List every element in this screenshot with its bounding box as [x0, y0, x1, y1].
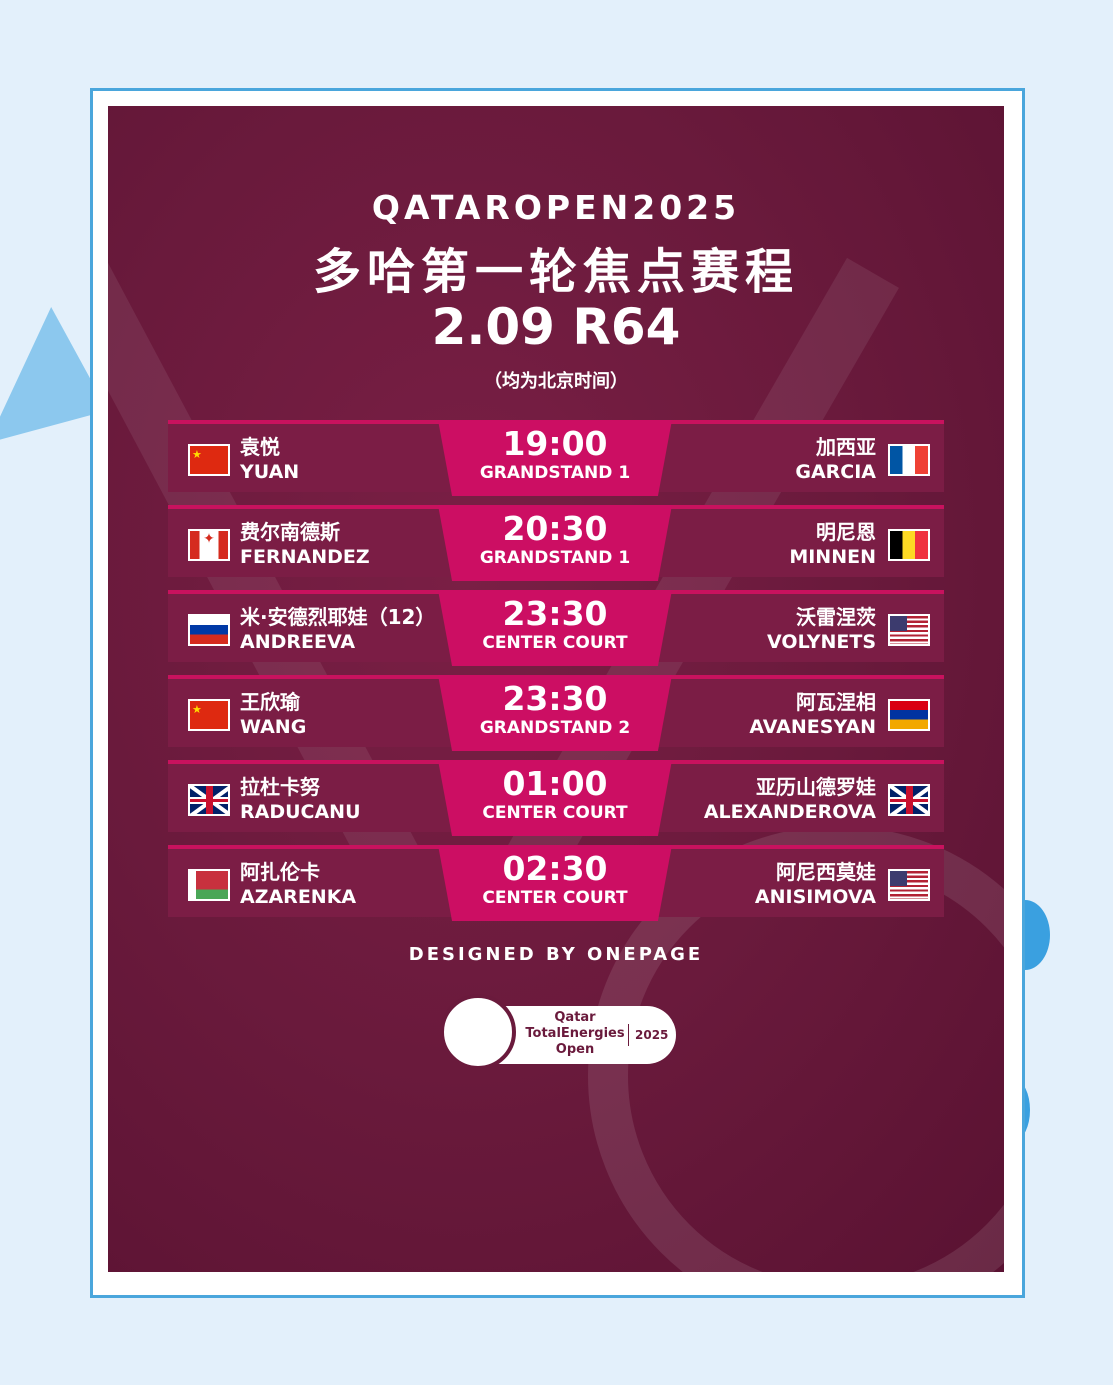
player-name-en: AZARENKA — [240, 886, 357, 908]
title-cn: 多哈第一轮焦点赛程 — [312, 244, 799, 300]
player-name-cn: 袁悦 — [240, 435, 280, 459]
match-time: 23:30 — [502, 594, 608, 633]
right-player: 阿瓦涅相 AVANESYAN — [749, 689, 876, 739]
logo-line3: Open — [555, 1042, 595, 1057]
match-time: 02:30 — [502, 849, 608, 888]
player-name-cn: 阿尼西莫娃 — [776, 860, 876, 884]
match-court: GRANDSTAND 2 — [479, 718, 631, 738]
match-info: 02:30 CENTER COURT — [438, 845, 672, 921]
match-court: CENTER COURT — [482, 888, 628, 908]
match-row: 阿扎伦卡 AZARENKA 02:30 CENTER COURT 阿尼西莫娃 A… — [168, 845, 944, 921]
match-row: 米·安德烈耶娃（12） ANDREEVA 23:30 CENTER COURT … — [168, 590, 944, 666]
armenia-flag-icon — [888, 699, 930, 731]
player-name-cn: 费尔南德斯 — [240, 520, 340, 544]
match-court: CENTER COURT — [482, 633, 628, 653]
player-name-en: ANISIMOVA — [754, 886, 876, 908]
player-name-en: RADUCANU — [240, 801, 361, 823]
right-player: 明尼恩 MINNEN — [789, 519, 876, 569]
right-player: 加西亚 GARCIA — [795, 434, 876, 484]
player-name-en: ANDREEVA — [240, 631, 356, 653]
china-flag-icon: ★ — [188, 699, 230, 731]
player-name-en: WANG — [240, 716, 307, 738]
match-row: ★ 王欣瑜 WANG 23:30 GRANDSTAND 2 阿瓦涅相 AVANE… — [168, 675, 944, 751]
russia-flag-icon — [188, 614, 230, 646]
timezone-note: （均为北京时间） — [484, 371, 628, 392]
title-en: QATAROPEN2025 — [371, 188, 741, 227]
usa-flag-icon — [888, 869, 930, 901]
player-name-en: ALEXANDEROVA — [703, 801, 876, 823]
match-row: ★ 袁悦 YUAN 19:00 GRANDSTAND 1 加西亚 GARCIA — [168, 420, 944, 496]
right-player: 阿尼西莫娃 ANISIMOVA — [755, 859, 876, 909]
match-court: GRANDSTAND 1 — [479, 548, 631, 568]
usa-flag-icon — [888, 614, 930, 646]
left-player: 王欣瑜 WANG — [240, 689, 306, 739]
france-flag-icon — [888, 444, 930, 476]
match-info: 23:30 CENTER COURT — [438, 590, 672, 666]
left-player: 拉杜卡努 RADUCANU — [240, 774, 361, 824]
logo-line1: Qatar — [554, 1010, 596, 1025]
uk-flag-icon — [188, 784, 230, 816]
match-time: 01:00 — [502, 764, 608, 803]
belgium-flag-icon — [888, 529, 930, 561]
match-row: ✦ 费尔南德斯 FERNANDEZ 20:30 GRANDSTAND 1 明尼恩… — [168, 505, 944, 581]
match-time: 20:30 — [502, 509, 608, 548]
player-name-cn: 阿瓦涅相 — [796, 690, 876, 714]
left-player: 阿扎伦卡 AZARENKA — [240, 859, 356, 909]
left-player: 费尔南德斯 FERNANDEZ — [240, 519, 370, 569]
player-name-cn: 沃雷涅茨 — [796, 605, 876, 629]
player-name-en: VOLYNETS — [767, 631, 876, 653]
match-row: 拉杜卡努 RADUCANU 01:00 CENTER COURT 亚历山德罗娃 … — [168, 760, 944, 836]
player-name-en: FERNANDEZ — [240, 546, 370, 568]
tennis-ball-icon — [440, 994, 516, 1070]
player-name-cn: 明尼恩 — [816, 520, 876, 544]
player-name-en: AVANESYAN — [749, 716, 876, 738]
belarus-flag-icon — [188, 869, 230, 901]
right-player: 沃雷涅茨 VOLYNETS — [767, 604, 876, 654]
match-info: 20:30 GRANDSTAND 1 — [438, 505, 672, 581]
match-court: CENTER COURT — [482, 803, 628, 823]
date-round: 2.09 R64 — [431, 298, 681, 356]
tournament-logo: Qatar TotalEnergies Open 2025 — [440, 994, 676, 1070]
player-name-en: GARCIA — [795, 461, 876, 483]
right-player: 亚历山德罗娃 ALEXANDEROVA — [704, 774, 876, 824]
player-name-en: YUAN — [240, 461, 300, 483]
match-info: 01:00 CENTER COURT — [438, 760, 672, 836]
match-court: GRANDSTAND 1 — [479, 463, 631, 483]
uk-flag-icon — [888, 784, 930, 816]
match-info: 19:00 GRANDSTAND 1 — [438, 420, 672, 496]
left-player: 袁悦 YUAN — [240, 434, 299, 484]
player-name-en: MINNEN — [789, 546, 876, 568]
match-info: 23:30 GRANDSTAND 2 — [438, 675, 672, 751]
logo-year: 2025 — [628, 1024, 668, 1046]
player-name-cn: 米·安德烈耶娃（12） — [240, 605, 436, 629]
left-player: 米·安德烈耶娃（12） ANDREEVA — [240, 604, 435, 654]
player-name-cn: 阿扎伦卡 — [240, 860, 320, 884]
canada-flag-icon: ✦ — [188, 529, 230, 561]
player-name-cn: 亚历山德罗娃 — [756, 775, 876, 799]
player-name-cn: 拉杜卡努 — [240, 775, 320, 799]
match-time: 23:30 — [502, 679, 608, 718]
credit: DESIGNED BY ONEPAGE — [408, 944, 704, 965]
logo-line2: TotalEnergies — [525, 1026, 625, 1041]
match-time: 19:00 — [502, 424, 608, 463]
player-name-cn: 王欣瑜 — [240, 690, 300, 714]
china-flag-icon: ★ — [188, 444, 230, 476]
player-name-cn: 加西亚 — [816, 435, 876, 459]
